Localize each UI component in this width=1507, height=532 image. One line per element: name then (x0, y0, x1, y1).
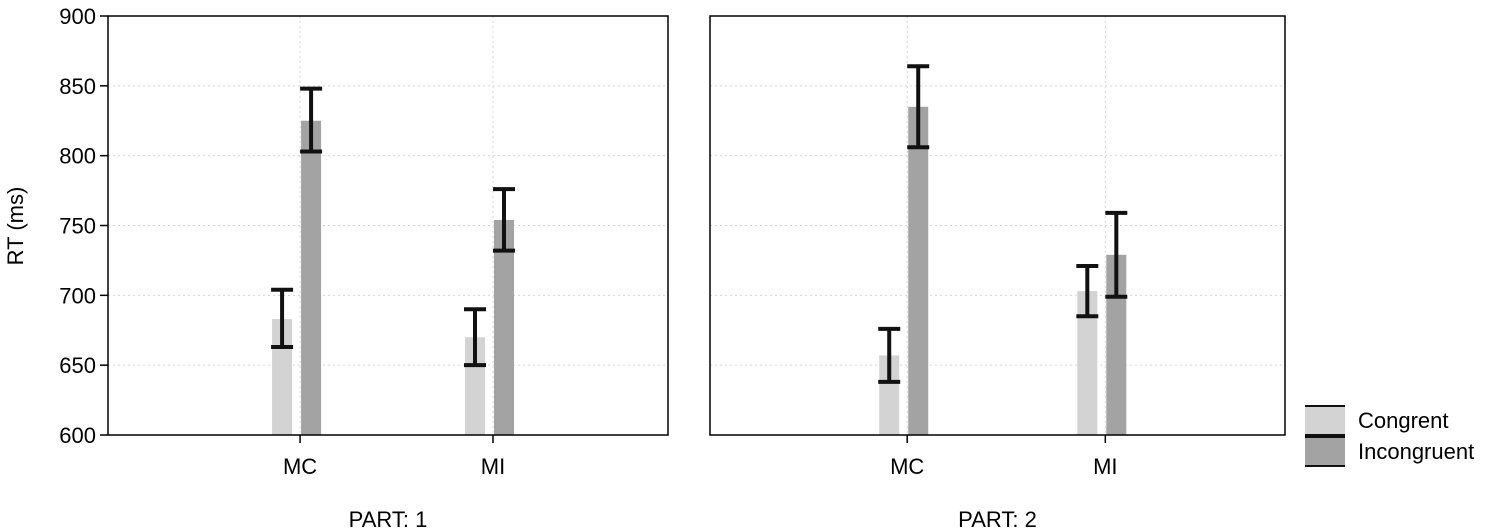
y-tick-label: 850 (59, 74, 96, 99)
y-axis: 900 850 800 750 700 650 600 (59, 4, 108, 448)
bar-congrent-mi (1077, 291, 1098, 435)
y-tick-label: 700 (59, 283, 96, 308)
y-axis-label: RT (ms) (3, 187, 28, 266)
bar-incongruent-mi (494, 219, 514, 435)
panel-part-1: MC MI PART: 1 (107, 15, 669, 532)
y-tick-label: 650 (59, 353, 96, 378)
legend: Congrent Incongruent (1305, 405, 1474, 467)
y-tick-label: 750 (59, 214, 96, 239)
plot-frame (709, 15, 1286, 436)
legend-swatch-incongruent (1305, 437, 1345, 466)
panel-part-2: MC MI PART: 2 (709, 15, 1286, 532)
y-tick-label: 600 (59, 423, 96, 448)
legend-label-incongruent: Incongruent (1358, 439, 1474, 464)
plot-frame (107, 15, 669, 436)
bar-incongruent-mc (301, 120, 322, 435)
bar-incongruent-mc (908, 106, 929, 436)
x-tick-label: MI (481, 454, 505, 479)
bar-congrent-mi (465, 337, 485, 435)
legend-label-congrent: Congrent (1358, 408, 1449, 433)
x-tick-label: MC (890, 454, 924, 479)
x-tick-label: MC (283, 454, 317, 479)
bar-incongruent-mi (1106, 254, 1127, 435)
y-tick-label: 800 (59, 144, 96, 169)
bar-congrent-mc (879, 355, 900, 435)
x-tick-label: MI (1093, 454, 1117, 479)
legend-swatch-congrent (1305, 406, 1345, 435)
panel-title: PART: 2 (958, 507, 1037, 532)
y-tick-label: 900 (59, 4, 96, 29)
panel-title: PART: 1 (349, 507, 428, 532)
